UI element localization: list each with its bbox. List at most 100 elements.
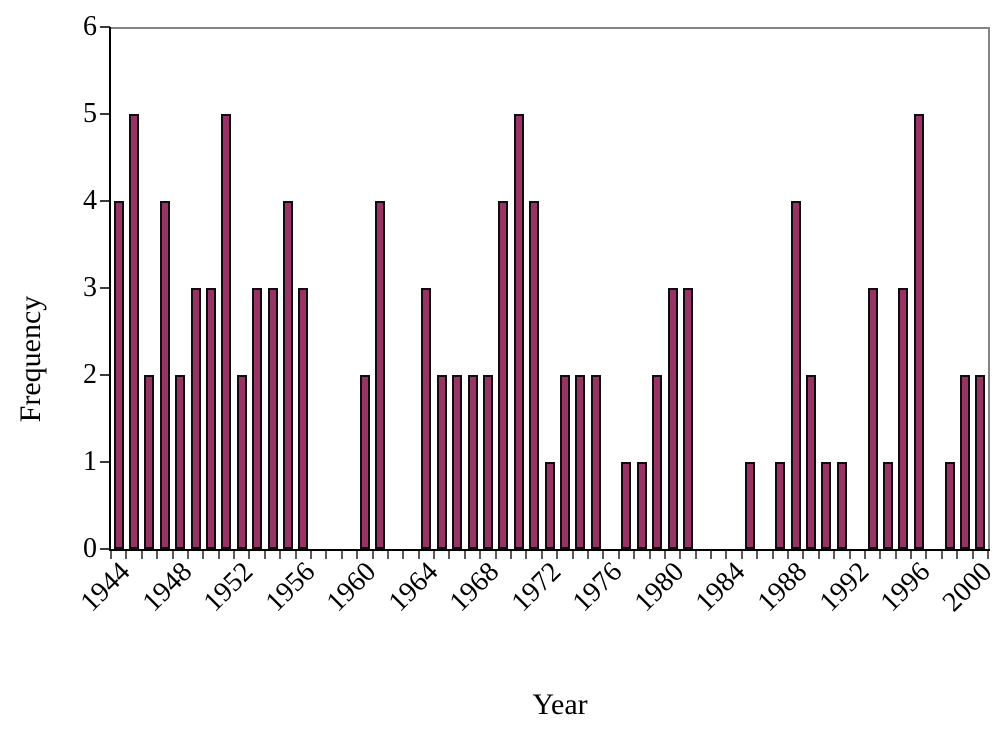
x-tick xyxy=(356,551,359,559)
bar-1987 xyxy=(775,462,786,549)
bar-1998 xyxy=(944,462,955,549)
x-tick xyxy=(586,551,589,559)
x-tick xyxy=(140,551,143,559)
bar-1974 xyxy=(575,375,586,549)
y-tick-label: 3 xyxy=(83,272,97,303)
x-tick-label: 1968 xyxy=(443,556,506,618)
y-tick xyxy=(100,26,110,28)
x-tick-label: 1992 xyxy=(813,556,875,618)
y-tick-label: 6 xyxy=(83,11,97,42)
bar-1990 xyxy=(821,462,832,549)
x-tick xyxy=(756,551,759,559)
y-axis-title: Frequency xyxy=(14,295,47,423)
y-tick xyxy=(100,461,110,463)
y-tick-label: 2 xyxy=(83,359,97,390)
bar-1978 xyxy=(636,462,647,549)
bar-1980 xyxy=(667,288,678,549)
x-tick xyxy=(125,551,128,559)
x-tick xyxy=(263,551,266,559)
y-tick-label: 5 xyxy=(83,98,97,129)
x-tick xyxy=(110,551,112,559)
bar-1991 xyxy=(836,462,847,549)
x-tick xyxy=(479,551,482,559)
bar-1979 xyxy=(652,375,663,549)
x-tick xyxy=(371,551,374,559)
y-tick xyxy=(100,374,110,376)
x-tick xyxy=(279,551,282,559)
x-tick-label: 1984 xyxy=(690,556,752,618)
x-tick xyxy=(648,551,651,559)
bar-1973 xyxy=(559,375,570,549)
x-tick xyxy=(448,551,451,559)
x-tick xyxy=(971,551,974,559)
y-tick xyxy=(100,287,110,289)
bar-1999 xyxy=(959,375,970,549)
x-tick-label: 1964 xyxy=(382,556,444,618)
x-tick xyxy=(725,551,728,559)
bar-1971 xyxy=(529,201,540,549)
x-tick xyxy=(386,551,389,559)
bar-1946 xyxy=(144,375,155,549)
bar-1972 xyxy=(544,462,555,549)
x-tick-label: 1952 xyxy=(197,556,260,618)
bar-1944 xyxy=(113,201,124,549)
x-tick xyxy=(663,551,666,559)
bar-1945 xyxy=(129,114,140,549)
bar-1951 xyxy=(221,114,232,549)
x-tick xyxy=(879,551,882,559)
x-tick xyxy=(910,551,913,559)
x-tick-label: 1988 xyxy=(751,556,814,618)
bar-1947 xyxy=(159,201,170,549)
bar-2000 xyxy=(975,375,986,549)
bar-1977 xyxy=(621,462,632,549)
x-tick xyxy=(494,551,497,559)
bar-1954 xyxy=(267,288,278,549)
x-tick xyxy=(540,551,543,559)
bar-1948 xyxy=(175,375,186,549)
x-tick xyxy=(186,551,189,559)
x-tick xyxy=(679,551,682,559)
y-tick xyxy=(100,200,110,202)
x-axis-title: Year xyxy=(532,688,588,721)
y-tick-label: 1 xyxy=(83,446,97,477)
bar-1981 xyxy=(682,288,693,549)
bar-1975 xyxy=(590,375,601,549)
x-tick xyxy=(940,551,943,559)
x-tick xyxy=(617,551,620,559)
bar-1964 xyxy=(421,288,432,549)
x-tick xyxy=(694,551,697,559)
bar-1949 xyxy=(190,288,201,549)
x-tick-label: 1948 xyxy=(136,556,198,618)
bar-1953 xyxy=(252,288,263,549)
x-tick xyxy=(248,551,251,559)
y-tick xyxy=(100,113,110,115)
x-tick xyxy=(417,551,420,559)
x-tick xyxy=(402,551,405,559)
x-tick xyxy=(233,551,236,559)
x-tick xyxy=(771,551,774,559)
x-tick xyxy=(294,551,297,559)
bar-1996 xyxy=(913,114,924,549)
x-tick xyxy=(325,551,328,559)
x-tick xyxy=(987,551,989,559)
bar-1988 xyxy=(790,201,801,549)
x-tick xyxy=(171,551,174,559)
bar-1955 xyxy=(282,201,293,549)
x-tick xyxy=(217,551,220,559)
x-tick-label: 2000 xyxy=(936,556,998,618)
y-tick xyxy=(100,548,110,550)
bar-1969 xyxy=(498,201,509,549)
x-tick xyxy=(833,551,836,559)
bar-1970 xyxy=(513,114,524,549)
x-tick-label: 1972 xyxy=(505,556,568,618)
y-axis-line xyxy=(109,27,111,551)
bar-1965 xyxy=(436,375,447,549)
x-tick-label: 1976 xyxy=(567,556,629,618)
y-tick-label: 0 xyxy=(83,533,97,564)
x-tick xyxy=(786,551,789,559)
bar-1967 xyxy=(467,375,478,549)
x-tick xyxy=(310,551,313,559)
x-tick xyxy=(433,551,436,559)
bar-1985 xyxy=(744,462,755,549)
